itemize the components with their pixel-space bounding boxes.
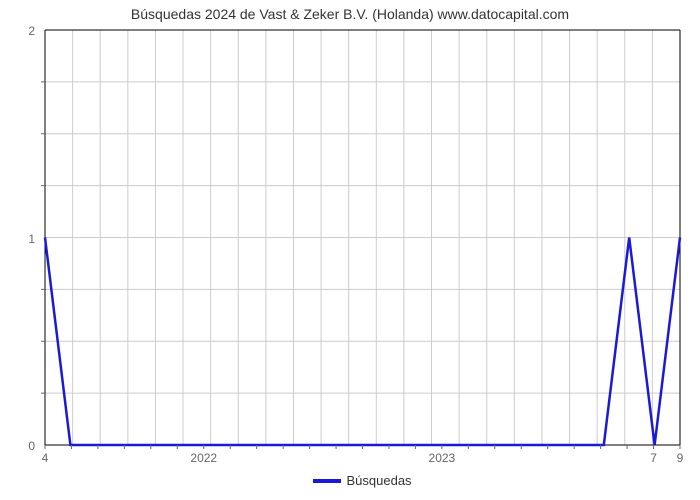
x-tick-label: 4 bbox=[15, 451, 75, 465]
chart-legend: Búsquedas bbox=[313, 473, 412, 488]
x-tick-label: 2023 bbox=[412, 451, 472, 465]
chart-title: Búsquedas 2024 de Vast & Zeker B.V. (Hol… bbox=[0, 6, 700, 22]
x-tick-label: 9 bbox=[650, 451, 700, 465]
x-tick-label: 2022 bbox=[174, 451, 234, 465]
legend-label: Búsquedas bbox=[347, 473, 412, 488]
y-tick-label: 1 bbox=[0, 232, 35, 246]
legend-swatch bbox=[313, 479, 341, 483]
y-tick-label: 2 bbox=[0, 24, 35, 38]
chart-container: Búsquedas 2024 de Vast & Zeker B.V. (Hol… bbox=[0, 0, 700, 500]
line-chart bbox=[45, 30, 680, 445]
